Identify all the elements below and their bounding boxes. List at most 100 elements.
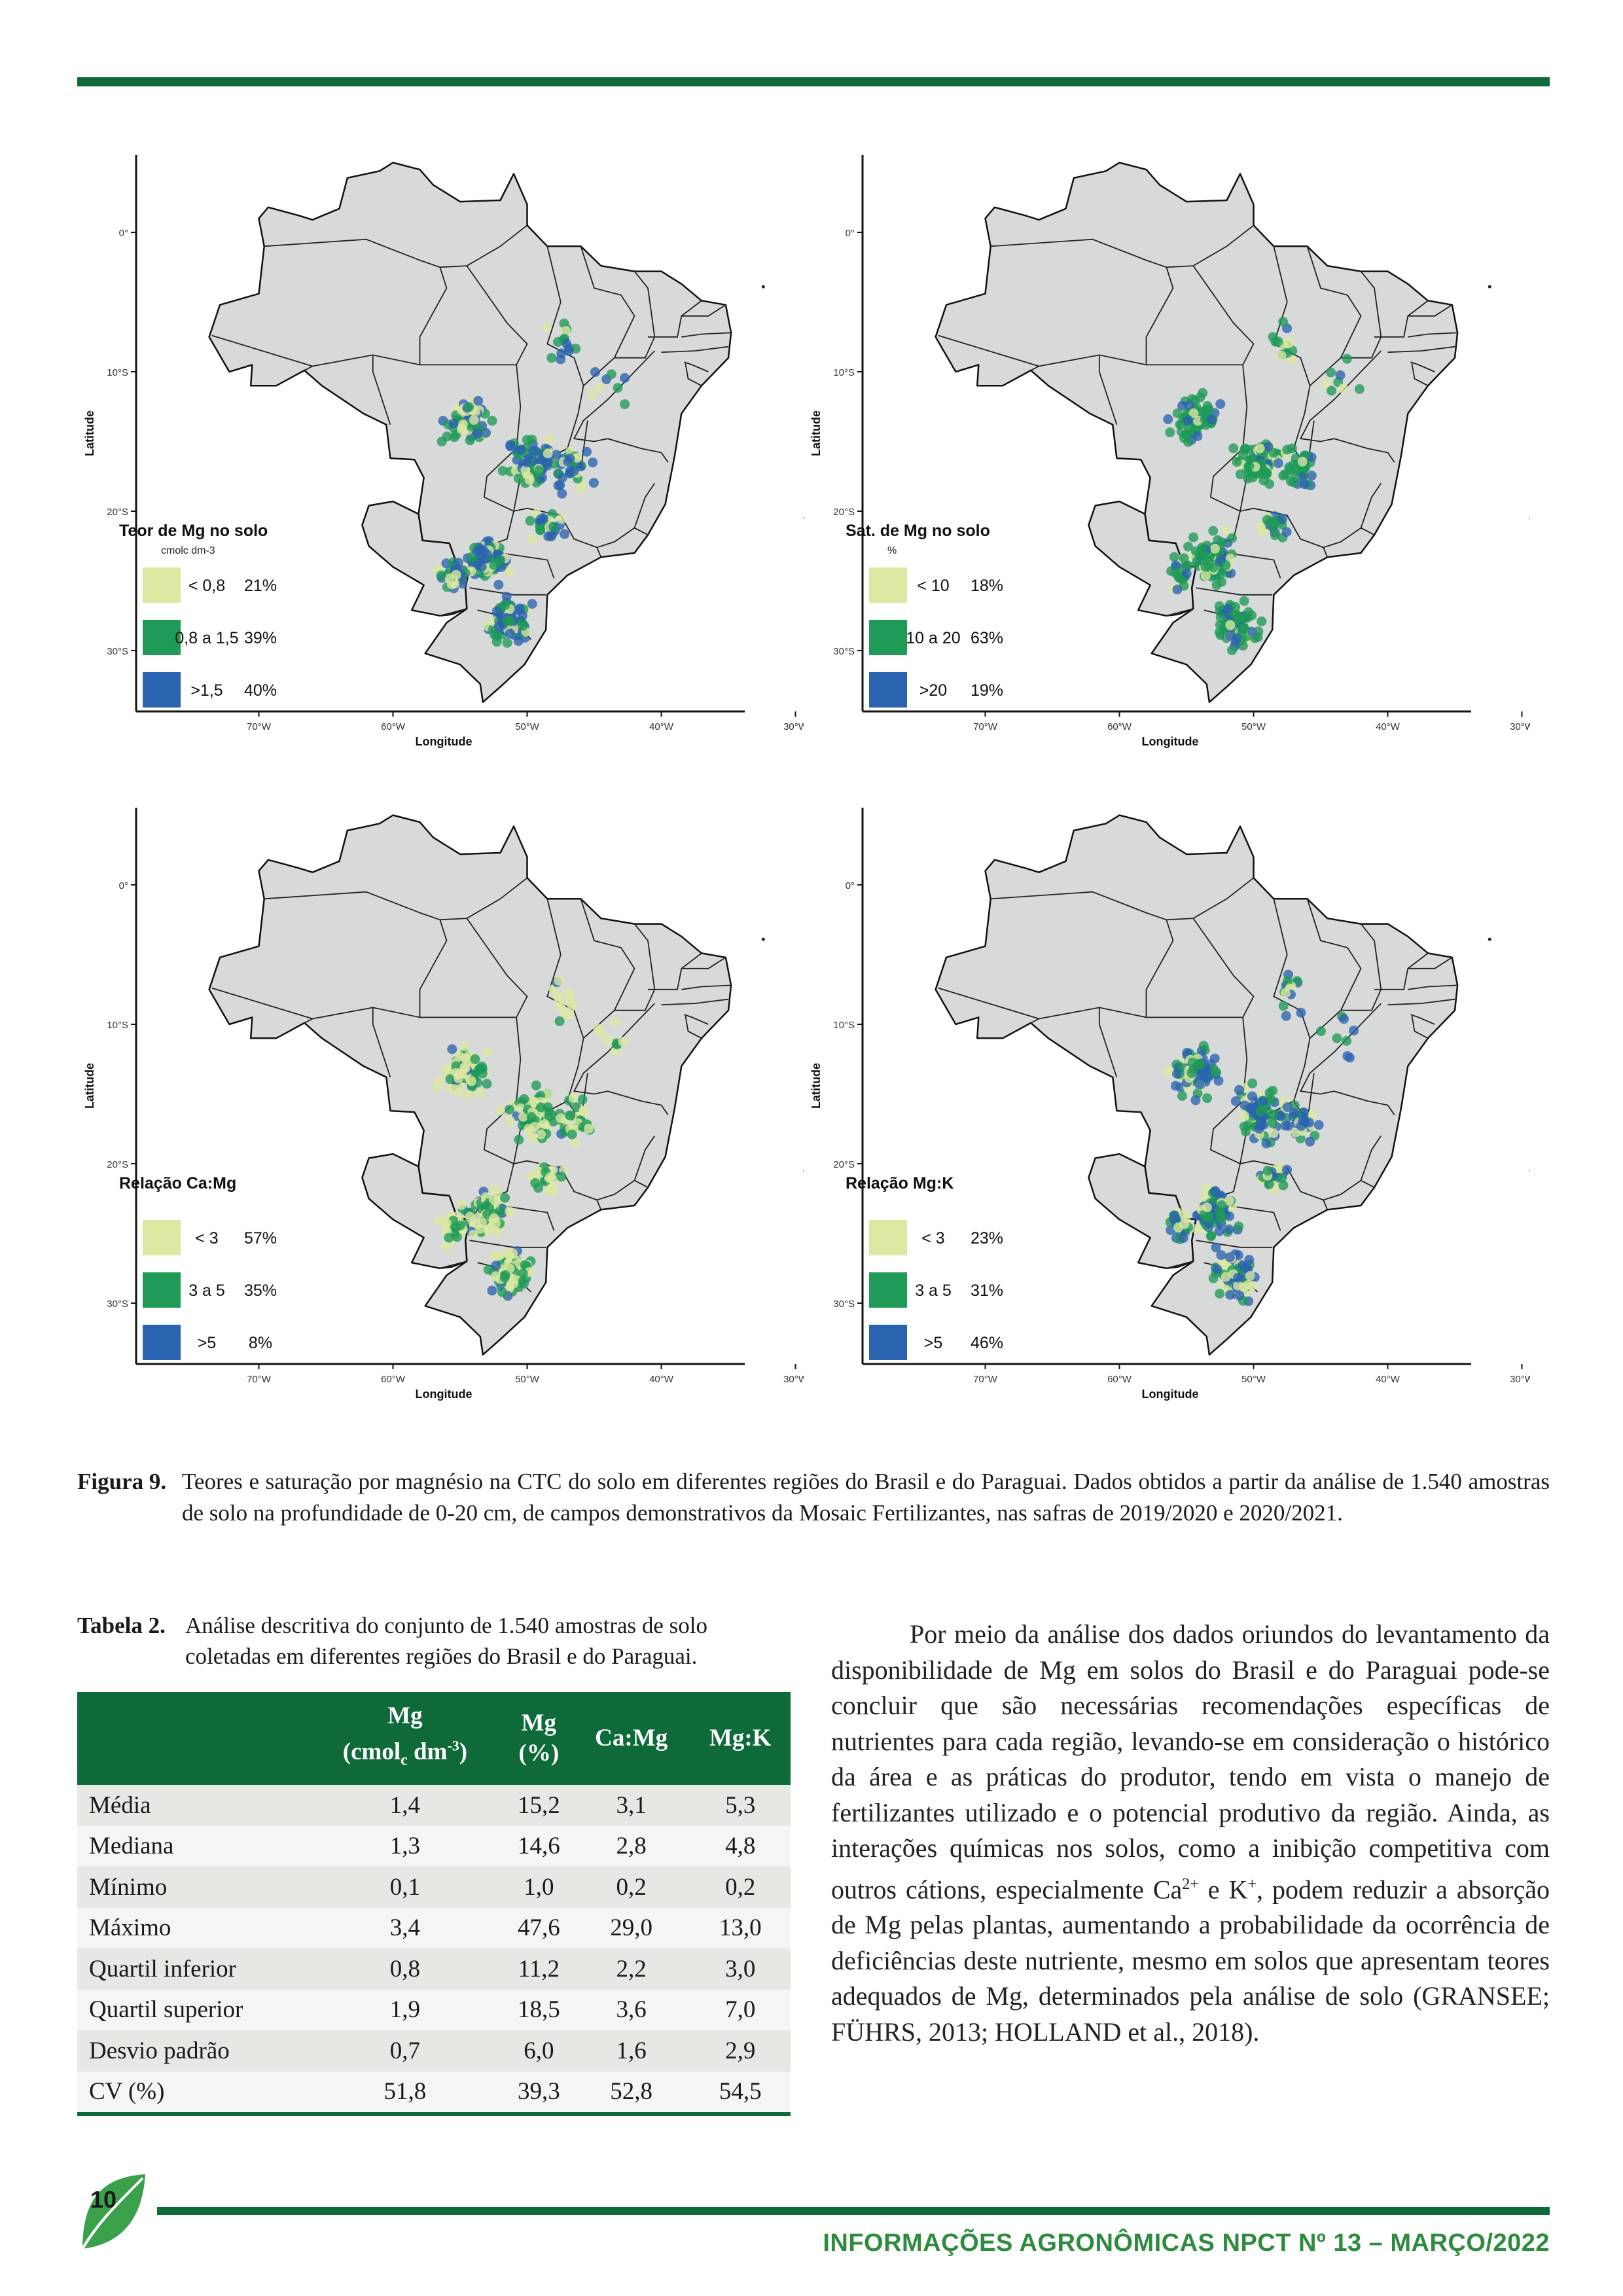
- table-cell: 5,3: [725, 1791, 756, 1819]
- figure-caption: Figura 9. Teores e saturação por magnési…: [77, 1466, 1550, 1529]
- sample-point: [613, 383, 623, 393]
- sample-point: [1276, 350, 1287, 361]
- sample-point: [456, 1200, 467, 1210]
- sample-point: [1289, 1107, 1299, 1118]
- sample-point: [505, 1115, 515, 1126]
- state-border: [372, 1007, 391, 1078]
- map-panel-ca-mg-ratio: 0° 10°S 20°S 30°S 70°W 60°W 50°W 40°W 30°W Latitu…: [77, 800, 804, 1405]
- sample-point: [518, 620, 528, 631]
- legend-class-label: < 3: [195, 1229, 218, 1247]
- sample-point: [1206, 1231, 1217, 1242]
- legend-swatch: [143, 567, 181, 603]
- sample-point: [516, 1277, 527, 1287]
- sample-point: [1287, 355, 1297, 365]
- sample-point: [1225, 1289, 1236, 1300]
- lat-tick-label: 20°S: [107, 507, 128, 518]
- sample-point: [1224, 1224, 1234, 1234]
- sample-point: [1268, 1109, 1279, 1119]
- sample-point: [1299, 479, 1310, 490]
- sample-point: [468, 1229, 478, 1240]
- table-cell: 14,6: [517, 1833, 560, 1860]
- sample-point: [1211, 1067, 1221, 1077]
- lat-tick-label: 10°S: [107, 1020, 128, 1031]
- table-header-mg-cmol: Mg (cmolc dm-3): [305, 1692, 505, 1785]
- sample-point: [1342, 353, 1352, 364]
- table-cell: 13,0: [719, 1914, 762, 1942]
- sample-point: [1313, 1120, 1324, 1130]
- state-border: [264, 238, 448, 367]
- sample-point: [1183, 541, 1194, 552]
- sample-point: [1283, 976, 1293, 986]
- legend-unit: cmolc dm-3: [161, 545, 215, 556]
- legend-class-percent: 35%: [244, 1282, 277, 1300]
- sample-point: [1216, 1250, 1226, 1261]
- state-border: [596, 1179, 635, 1210]
- sample-point: [1349, 1026, 1359, 1036]
- figure-caption-label: Figura 9.: [77, 1469, 167, 1494]
- sample-point: [531, 1080, 541, 1090]
- state-border: [1408, 984, 1458, 990]
- sample-point: [590, 367, 600, 377]
- sample-point: [518, 1268, 528, 1279]
- row-label: Desvio padrão: [89, 2037, 230, 2064]
- sample-point: [1245, 1271, 1255, 1281]
- sample-point: [1320, 378, 1330, 389]
- sample-point: [565, 454, 575, 463]
- legend-swatch: [143, 672, 181, 708]
- sample-point: [561, 338, 571, 349]
- legend-class-percent: 31%: [971, 1282, 1003, 1300]
- table-cell: 39,3: [505, 2071, 573, 2116]
- sample-point: [534, 465, 544, 476]
- map-legend: Teor de Mg no solo cmolc dm-3 < 0,8 21% 0,8 …: [119, 522, 277, 708]
- sample-point: [1222, 603, 1233, 614]
- sample-point: [1171, 1081, 1181, 1091]
- map-legend: Sat. de Mg no solo% < 10 18% 10 a 20 63% >20 1…: [846, 522, 1003, 708]
- sample-point: [476, 1217, 487, 1228]
- sample-point: [491, 1261, 501, 1271]
- sample-point: [1289, 1100, 1300, 1111]
- sample-point: [1183, 560, 1193, 571]
- state-border: [1387, 346, 1455, 353]
- state-border: [1166, 224, 1255, 268]
- state-border: [684, 1014, 709, 1025]
- y-axis-label: Latitude: [83, 410, 96, 456]
- lat-tick-label: 0°: [846, 228, 855, 239]
- sample-point: [1210, 543, 1220, 554]
- sample-point: [1281, 1011, 1291, 1021]
- legend-swatch: [869, 672, 907, 708]
- state-border: [1408, 332, 1458, 338]
- sample-point: [513, 636, 524, 646]
- sample-point: [1196, 1060, 1206, 1069]
- lon-tick-label: 30°W: [783, 721, 804, 732]
- legend-class-percent: 23%: [971, 1229, 1003, 1247]
- legend-class-percent: 19%: [971, 681, 1003, 700]
- state-border: [1299, 350, 1395, 463]
- sample-point: [1212, 1264, 1222, 1274]
- legend-swatch: [143, 1272, 181, 1308]
- state-border: [1360, 1135, 1382, 1188]
- sample-point: [1188, 532, 1198, 543]
- sample-point: [460, 1053, 471, 1064]
- sample-point: [476, 562, 487, 572]
- row-label: Máximo: [89, 1914, 171, 1942]
- table-cell: 0,2: [616, 1873, 647, 1901]
- sample-point: [557, 488, 567, 499]
- table-header-mg-pct: Mg (%): [505, 1692, 573, 1785]
- sample-point: [1282, 444, 1293, 455]
- sample-point: [1305, 1136, 1315, 1147]
- legend-swatch: [143, 1220, 181, 1255]
- lon-tick-label: 50°W: [515, 1374, 540, 1385]
- sample-point: [502, 637, 512, 648]
- sample-point: [609, 1017, 620, 1028]
- sample-point: [518, 1111, 528, 1122]
- sample-point: [526, 1112, 537, 1122]
- sample-point: [457, 579, 468, 589]
- legend-class-percent: 63%: [971, 629, 1003, 647]
- sample-point: [482, 1079, 492, 1089]
- sample-point: [1241, 1126, 1251, 1137]
- sample-point: [1283, 338, 1294, 349]
- sample-point: [567, 1129, 577, 1139]
- legend-swatch: [869, 620, 907, 655]
- sample-point: [543, 1102, 553, 1113]
- state-border: [1360, 482, 1382, 535]
